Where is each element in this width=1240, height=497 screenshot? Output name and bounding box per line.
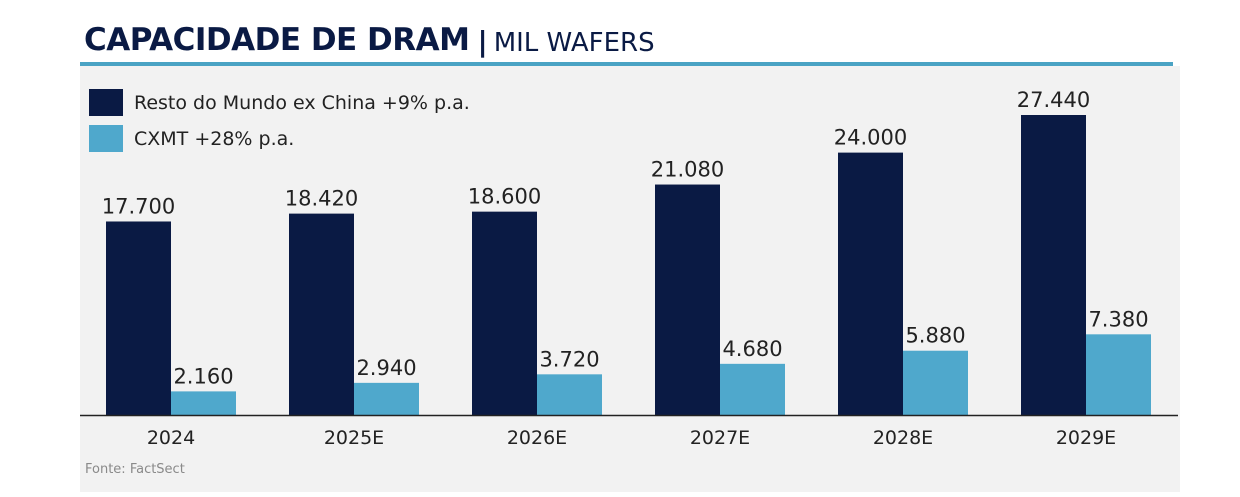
- x-tick-label: 2026E: [507, 427, 567, 449]
- bar-cxmt-2028E: [903, 350, 968, 415]
- data-label: 17.700: [102, 194, 175, 218]
- bar-resto-do-mundo-2026E: [472, 211, 537, 415]
- legend-label: Resto do Mundo ex China +9% p.a.: [134, 92, 470, 114]
- bar-resto-do-mundo-2025E: [289, 213, 354, 415]
- x-tick-label: 2029E: [1056, 427, 1116, 449]
- legend-swatch: [89, 89, 123, 116]
- bar-cxmt-2025E: [354, 382, 419, 415]
- data-label: 2.160: [173, 364, 233, 388]
- data-label: 18.420: [285, 187, 358, 211]
- data-label: 27.440: [1017, 88, 1090, 112]
- title-separator: |: [477, 25, 488, 58]
- bar-resto-do-mundo-2024: [106, 221, 171, 415]
- x-tick-label: 2025E: [324, 427, 384, 449]
- bar-resto-do-mundo-2027E: [655, 184, 720, 415]
- bar-resto-do-mundo-2029E: [1021, 115, 1086, 415]
- data-label: 5.880: [905, 324, 965, 348]
- legend-swatch: [89, 125, 123, 152]
- data-label: 7.380: [1088, 307, 1148, 331]
- data-label: 3.720: [539, 347, 599, 371]
- bar-resto-do-mundo-2028E: [838, 152, 903, 416]
- x-tick-label: 2024: [147, 427, 195, 449]
- chart-title: CAPACIDADE DE DRAM | MIL WAFERS: [84, 12, 655, 58]
- x-tick-label: 2028E: [873, 427, 933, 449]
- data-label: 21.080: [651, 158, 724, 182]
- data-label: 2.940: [356, 356, 416, 380]
- bar-cxmt-2029E: [1086, 334, 1151, 415]
- chart-subtitle: MIL WAFERS: [493, 28, 655, 58]
- legend-label: CXMT +28% p.a.: [134, 128, 294, 150]
- x-tick-label: 2027E: [690, 427, 750, 449]
- bar-cxmt-2024: [171, 391, 236, 415]
- bar-cxmt-2026E: [537, 374, 602, 415]
- data-label: 18.600: [468, 185, 541, 209]
- data-label: 4.680: [722, 337, 782, 361]
- source-note: Fonte: FactSect: [85, 462, 185, 477]
- chart-title-main: CAPACIDADE DE DRAM: [84, 22, 470, 58]
- title-accent-rule: [80, 62, 1173, 66]
- chart-panel: [80, 66, 1180, 492]
- bar-cxmt-2027E: [720, 363, 785, 415]
- data-label: 24.000: [834, 126, 907, 150]
